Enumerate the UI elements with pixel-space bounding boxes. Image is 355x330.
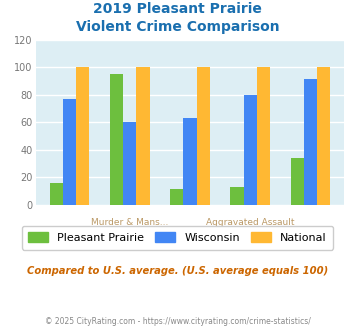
Bar (50, 182, 63, 205)
Text: Rape: Rape (299, 241, 322, 250)
Bar (63, 99, 76, 205)
Bar (290, 158, 304, 205)
Bar (76, 67, 89, 205)
Bar (257, 67, 270, 205)
Bar (183, 118, 197, 205)
Text: Violent Crime Comparison: Violent Crime Comparison (76, 20, 279, 34)
Bar (123, 122, 136, 205)
Legend: Pleasant Prairie, Wisconsin, National: Pleasant Prairie, Wisconsin, National (22, 225, 333, 250)
Bar (304, 80, 317, 205)
Text: Compared to U.S. average. (U.S. average equals 100): Compared to U.S. average. (U.S. average … (27, 266, 328, 276)
Bar (136, 67, 149, 205)
Text: Murder & Mans...: Murder & Mans... (91, 218, 168, 227)
Text: © 2025 CityRating.com - https://www.cityrating.com/crime-statistics/: © 2025 CityRating.com - https://www.city… (45, 317, 310, 326)
Bar (317, 67, 330, 205)
Bar (110, 74, 123, 205)
Bar (170, 189, 183, 205)
Text: Robbery: Robbery (171, 241, 209, 250)
Text: 2019 Pleasant Prairie: 2019 Pleasant Prairie (93, 2, 262, 16)
Bar (230, 187, 244, 205)
Text: Aggravated Assault: Aggravated Assault (206, 218, 294, 227)
Bar (197, 67, 210, 205)
Bar (244, 95, 257, 205)
Text: All Violent Crime: All Violent Crime (32, 241, 107, 250)
